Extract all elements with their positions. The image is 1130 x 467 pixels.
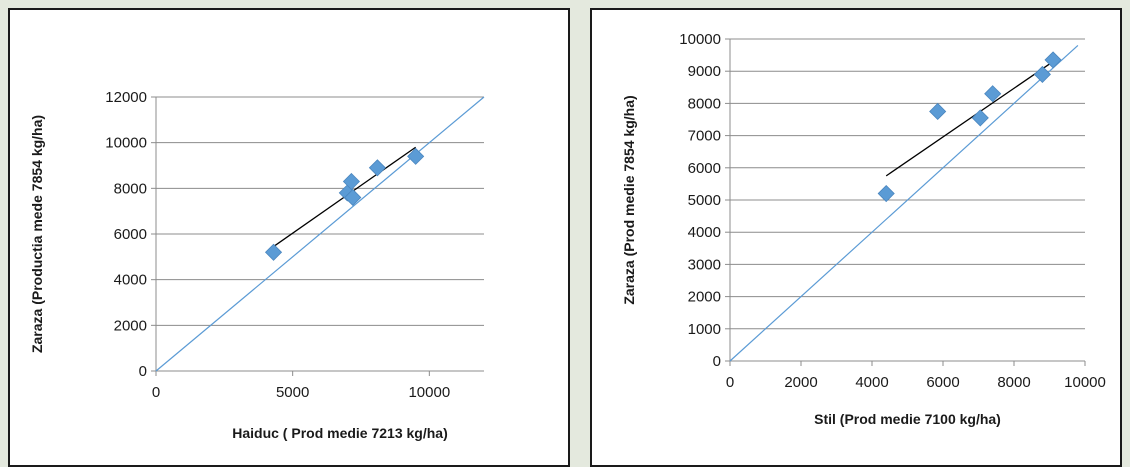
y-tick-label: 8000: [688, 95, 721, 112]
chart-panel-stil: 0 1000 2000 3000 4000 5000 6000 7000 8000 9000 100…: [590, 8, 1122, 467]
y-tick-label: 4000: [688, 224, 721, 241]
y-tick-label: 10000: [679, 31, 721, 48]
x-tick-label: 10000: [408, 384, 450, 401]
y-tick-label: 6000: [688, 160, 721, 177]
y-axis-title: Zaraza (Prod medie 7854 kg/ha): [621, 95, 637, 304]
y-tick-label: 12000: [105, 89, 147, 106]
x-tick-label: 4000: [855, 374, 888, 391]
x-tick-label: 0: [152, 384, 160, 401]
chart-haiduc-vs-zaraza: 0 2000 4000 6000 8000 10000 12000 0 5000 10000 Zar…: [29, 89, 485, 441]
chart-panel-haiduc: 0 2000 4000 6000 8000 10000 12000 0 5000 10000 Zar…: [8, 8, 570, 467]
y-tick-label: 3000: [688, 256, 721, 273]
y-tick-label: 7000: [688, 128, 721, 145]
chart-stil-vs-zaraza: 0 1000 2000 3000 4000 5000 6000 7000 8000 9000 100…: [621, 31, 1106, 427]
x-tick-label: 10000: [1064, 374, 1106, 391]
x-tick-label: 0: [726, 374, 734, 391]
data-point: [368, 159, 386, 177]
y-tick-label: 10000: [105, 135, 147, 152]
reference-line: [729, 44, 1079, 362]
x-tick-label: 2000: [784, 374, 817, 391]
y-tick-label: 5000: [688, 192, 721, 209]
x-axis-title: Stil (Prod medie 7100 kg/ha): [814, 411, 1001, 427]
data-point: [342, 172, 360, 191]
y-tick-label: 2000: [688, 289, 721, 306]
y-tick-label: 6000: [114, 226, 147, 243]
y-axis-title: Zaraza (Productia mede 7854 kg/ha): [29, 115, 45, 353]
y-tick-label: 0: [139, 363, 147, 380]
data-point: [344, 188, 362, 207]
data-point: [929, 102, 947, 121]
x-axis-title: Haiduc ( Prod medie 7213 kg/ha): [232, 425, 448, 441]
x-tick-label: 8000: [997, 374, 1030, 391]
y-tick-label: 2000: [114, 317, 147, 334]
y-tick-label: 8000: [114, 180, 147, 197]
data-point: [264, 243, 283, 261]
data-point: [1033, 65, 1051, 83]
data-point: [971, 109, 989, 127]
x-tick-label: 5000: [276, 384, 309, 401]
data-point: [877, 184, 895, 203]
y-tick-label: 9000: [688, 63, 721, 80]
y-tick-label: 0: [713, 353, 721, 370]
x-tick-label: 6000: [926, 374, 959, 391]
trend-line: [885, 61, 1054, 177]
y-tick-label: 4000: [114, 272, 147, 289]
reference-line: [155, 96, 485, 372]
data-point: [984, 85, 1002, 103]
y-tick-label: 1000: [688, 321, 721, 338]
data-point: [407, 147, 425, 165]
data-point: [1044, 51, 1062, 69]
